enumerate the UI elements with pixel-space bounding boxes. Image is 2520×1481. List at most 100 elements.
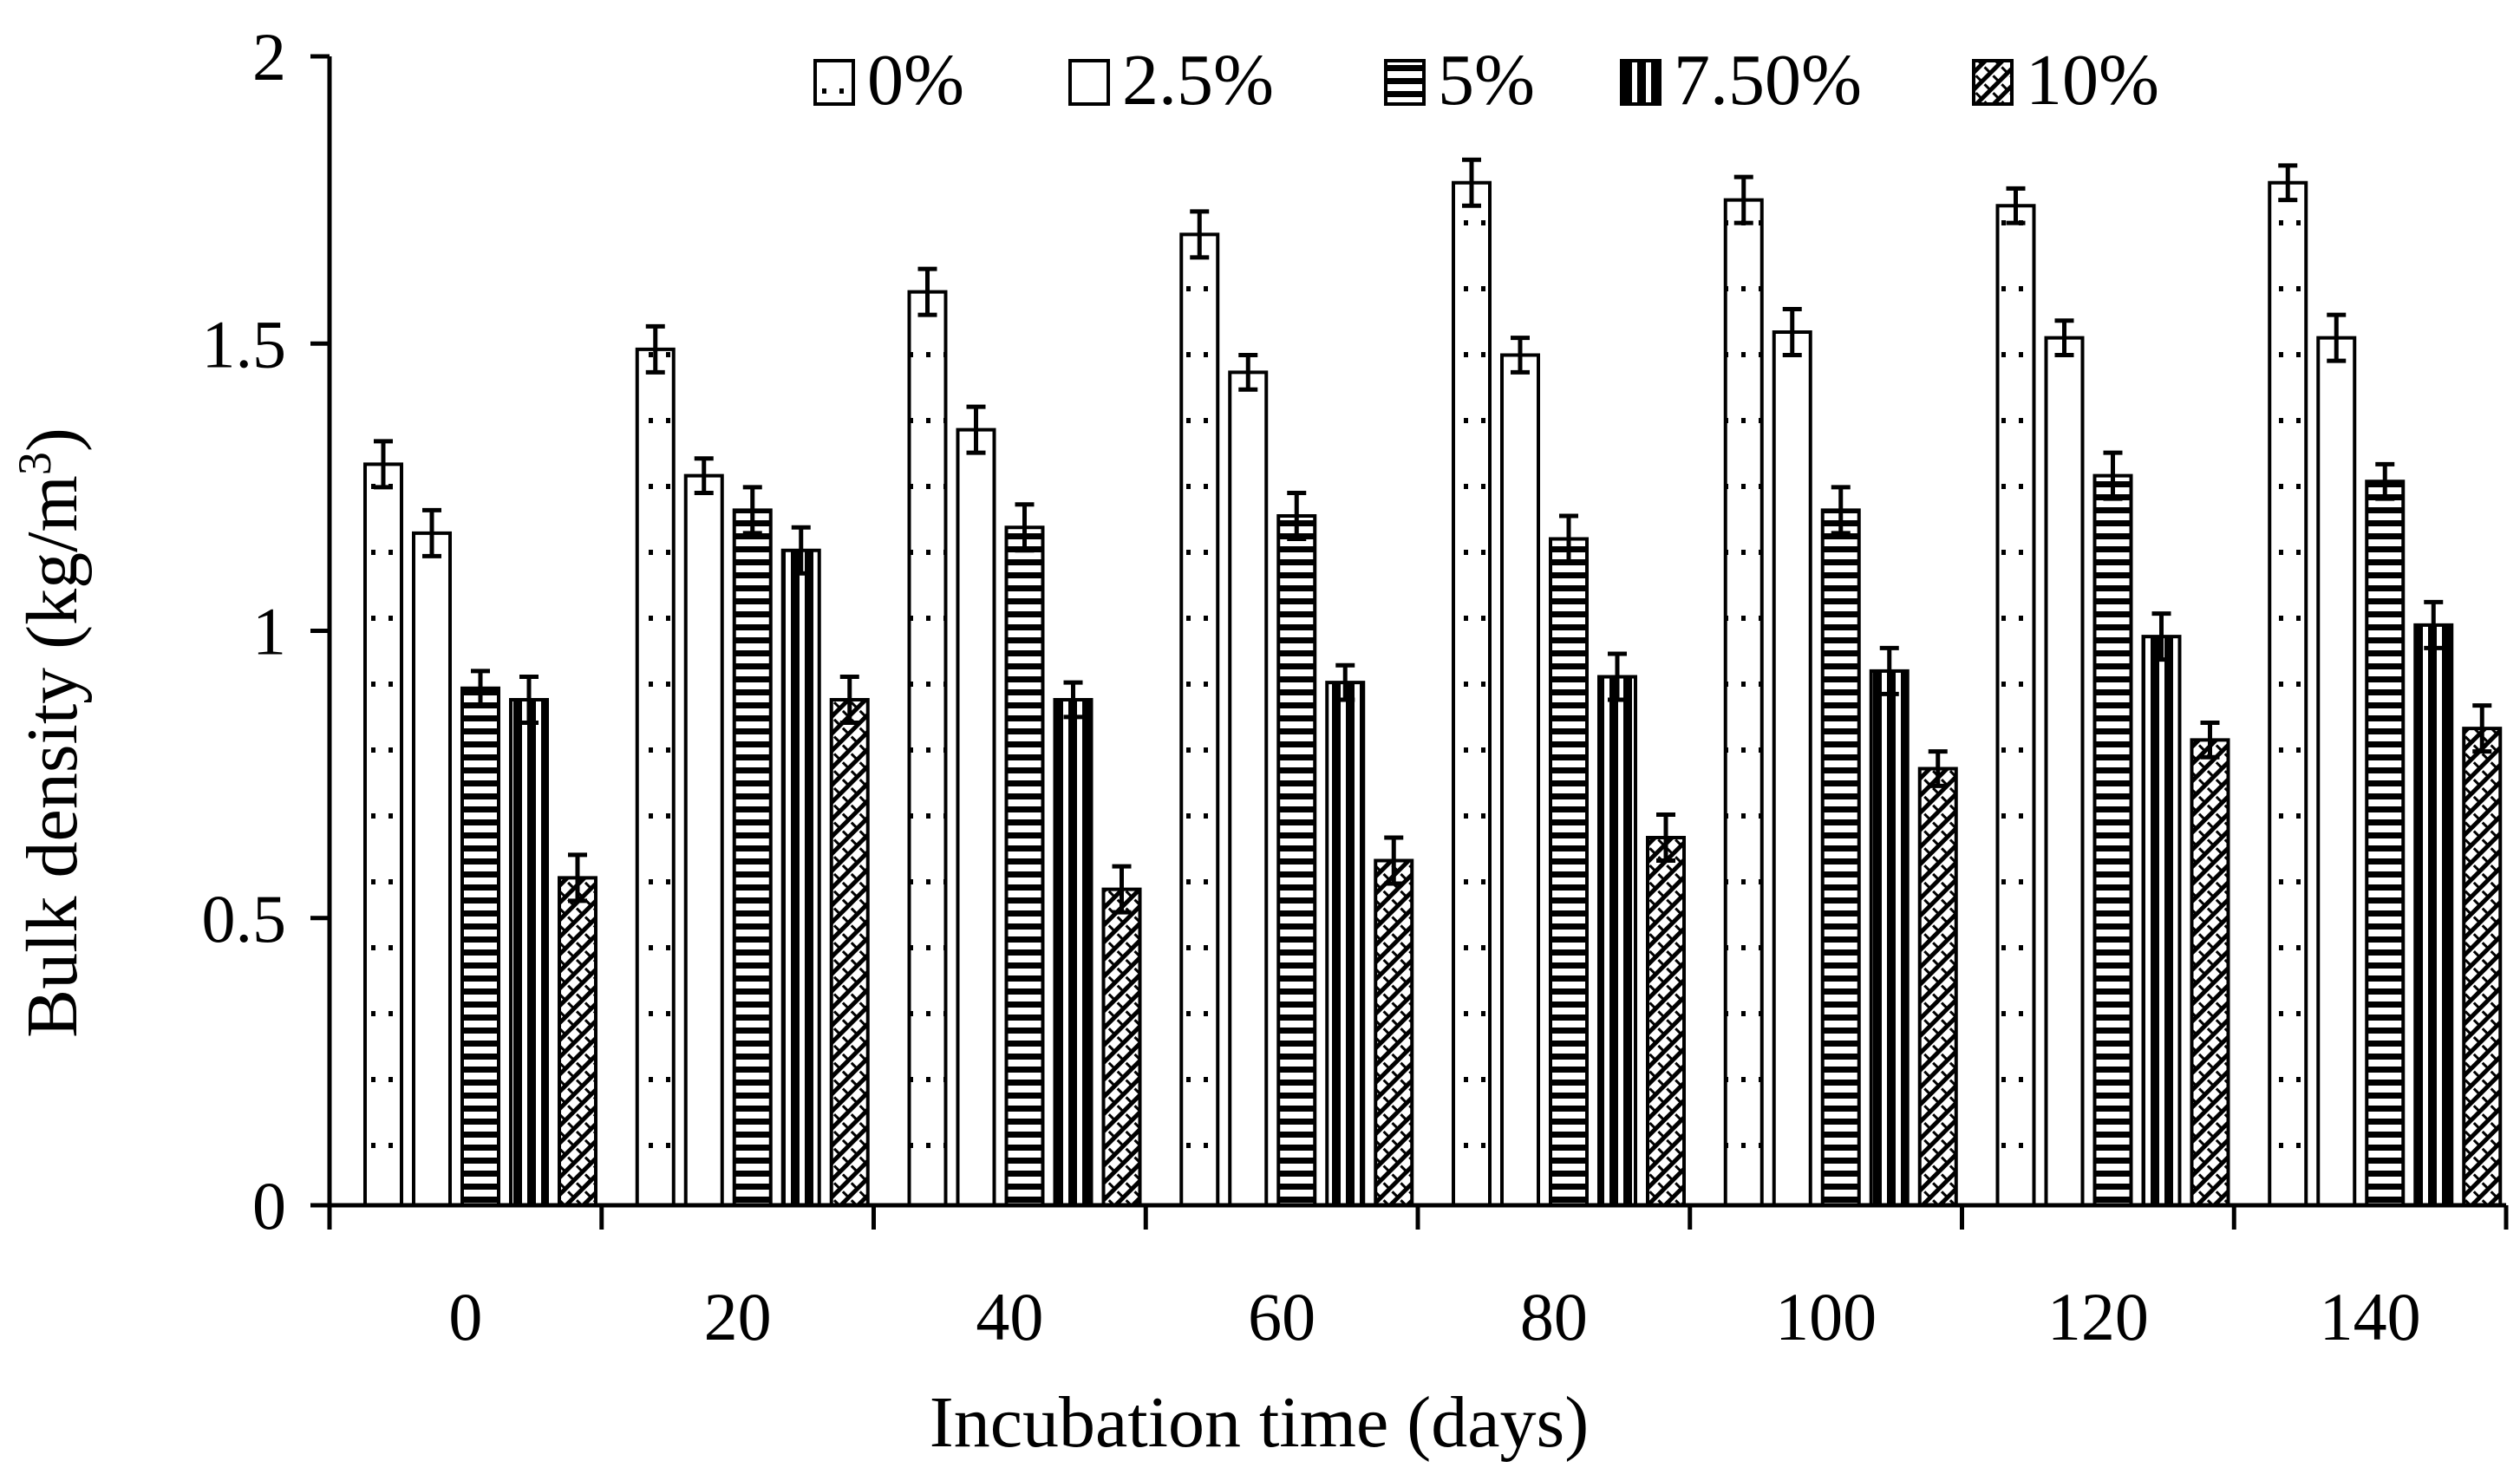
- bar-5-day-120: [2092, 473, 2133, 1207]
- bar-750-day-100: [1869, 669, 1910, 1207]
- y-tick-label: 1: [252, 594, 286, 669]
- x-tick-label: 60: [1248, 1279, 1315, 1354]
- error-bar-10-day-100: [1928, 749, 1948, 788]
- bar-750-day-40: [1053, 698, 1094, 1207]
- error-bar-5-day-40: [1015, 502, 1035, 553]
- y-tick-label: 0: [252, 1168, 286, 1243]
- error-bar-10-day-120: [2200, 721, 2220, 760]
- bar-5-day-100: [1820, 508, 1861, 1207]
- axes-layer: 00.511.520 20 40 60 80 100 120 140: [202, 19, 2509, 1354]
- x-tick-label: 40: [976, 1279, 1043, 1354]
- bar-5-day-140: [2365, 480, 2406, 1207]
- y-axis-title-close: ): [12, 427, 93, 452]
- bar-25-day-120: [2044, 336, 2085, 1207]
- legend-label-10: 10%: [2026, 40, 2159, 121]
- error-bar-5-day-80: [1559, 513, 1578, 564]
- bar-0-day-0: [363, 462, 403, 1207]
- error-bar-750-day-120: [2151, 611, 2171, 662]
- error-bar-750-day-100: [1879, 645, 1899, 696]
- error-bar-25-day-140: [2327, 312, 2347, 363]
- error-bar-0-day-120: [2006, 186, 2026, 225]
- error-bar-25-day-0: [422, 507, 441, 558]
- error-bar-25-day-120: [2054, 318, 2074, 357]
- error-bar-25-day-40: [966, 404, 986, 455]
- error-bar-750-day-20: [791, 525, 811, 576]
- legend-swatch-5: [1384, 59, 1426, 106]
- error-bar-5-day-120: [2103, 450, 2123, 501]
- error-bar-10-day-0: [568, 852, 587, 904]
- bar-5-day-0: [460, 686, 500, 1207]
- bar-10-day-120: [2190, 738, 2230, 1207]
- error-bar-0-day-40: [917, 266, 937, 317]
- error-bar-0-day-20: [645, 323, 665, 375]
- bar-750-day-20: [780, 548, 821, 1207]
- error-bar-5-day-140: [2375, 461, 2395, 501]
- error-bar-0-day-60: [1190, 209, 1210, 260]
- bars-layer: [363, 157, 2503, 1207]
- error-bar-25-day-100: [1782, 307, 1802, 357]
- bar-10-day-20: [829, 698, 870, 1207]
- bar-25-day-0: [412, 531, 452, 1207]
- bar-0-day-120: [1995, 204, 2036, 1207]
- error-bar-5-day-0: [471, 669, 490, 708]
- legend-swatch-10: [1972, 59, 2014, 106]
- bar-25-day-100: [1772, 330, 1812, 1207]
- bar-10-day-40: [1101, 887, 1142, 1207]
- error-bar-10-day-20: [839, 675, 859, 725]
- y-tick-label: 2: [252, 19, 286, 95]
- legend-label-0: 0%: [867, 40, 964, 121]
- y-tick-label: 0.5: [202, 881, 287, 956]
- error-bar-10-day-140: [2472, 703, 2492, 754]
- legend-swatch-25: [1068, 59, 1110, 106]
- bar-0-day-100: [1723, 198, 1764, 1207]
- error-bar-5-day-60: [1287, 491, 1307, 541]
- legend-label-750: 7.50%: [1674, 40, 1862, 121]
- bar-25-day-80: [1500, 353, 1540, 1207]
- bar-25-day-20: [683, 473, 724, 1207]
- error-bar-10-day-80: [1656, 812, 1675, 863]
- bar-5-day-60: [1276, 514, 1317, 1207]
- bar-5-day-20: [732, 508, 773, 1207]
- x-tick-label: 0: [448, 1279, 482, 1354]
- bar-750-day-120: [2141, 635, 2182, 1207]
- bar-750-day-140: [2413, 623, 2454, 1207]
- bar-5-day-40: [1004, 525, 1045, 1207]
- bar-750-day-80: [1597, 675, 1637, 1207]
- x-tick-label: 140: [2320, 1279, 2421, 1354]
- bar-25-day-60: [1228, 370, 1269, 1207]
- legend-swatch-0: [813, 59, 855, 106]
- error-bar-0-day-0: [374, 439, 393, 490]
- error-bar-0-day-100: [1733, 174, 1753, 225]
- bar-0-day-60: [1179, 232, 1220, 1207]
- x-tick-label: 80: [1520, 1279, 1588, 1354]
- bar-0-day-140: [2268, 180, 2308, 1207]
- y-axis-title-main: Bulk density (kg/m: [12, 475, 93, 1038]
- error-bar-25-day-20: [694, 456, 714, 495]
- error-bar-0-day-80: [1462, 157, 1481, 208]
- error-bar-25-day-60: [1238, 353, 1258, 392]
- y-tick-label: 1.5: [202, 306, 287, 382]
- bar-750-day-60: [1325, 681, 1366, 1207]
- bar-10-day-60: [1374, 858, 1414, 1207]
- legend-label-25: 2.5%: [1122, 40, 1274, 121]
- legend: 0% 2.5% 5% 7.50% 10%: [813, 40, 2159, 121]
- bar-10-day-140: [2462, 727, 2503, 1207]
- bar-25-day-140: [2316, 336, 2357, 1207]
- error-bar-5-day-20: [742, 485, 762, 536]
- error-bar-5-day-100: [1831, 485, 1851, 536]
- error-bar-750-day-40: [1063, 680, 1083, 720]
- y-axis-title: Bulk density (kg/m3): [9, 427, 93, 1038]
- x-axis-title: Incubation time (days): [930, 1382, 1589, 1463]
- y-axis-title-superscript: 3: [9, 452, 61, 475]
- error-bar-750-day-60: [1335, 662, 1355, 702]
- bar-10-day-80: [1646, 836, 1686, 1207]
- x-tick-label: 100: [1775, 1279, 1877, 1354]
- bar-10-day-0: [558, 876, 597, 1207]
- error-bar-0-day-140: [2278, 163, 2298, 203]
- legend-swatch-750: [1620, 59, 1662, 106]
- error-bar-750-day-0: [519, 675, 539, 725]
- error-bar-750-day-80: [1608, 651, 1627, 702]
- x-tick-label: 20: [704, 1279, 772, 1354]
